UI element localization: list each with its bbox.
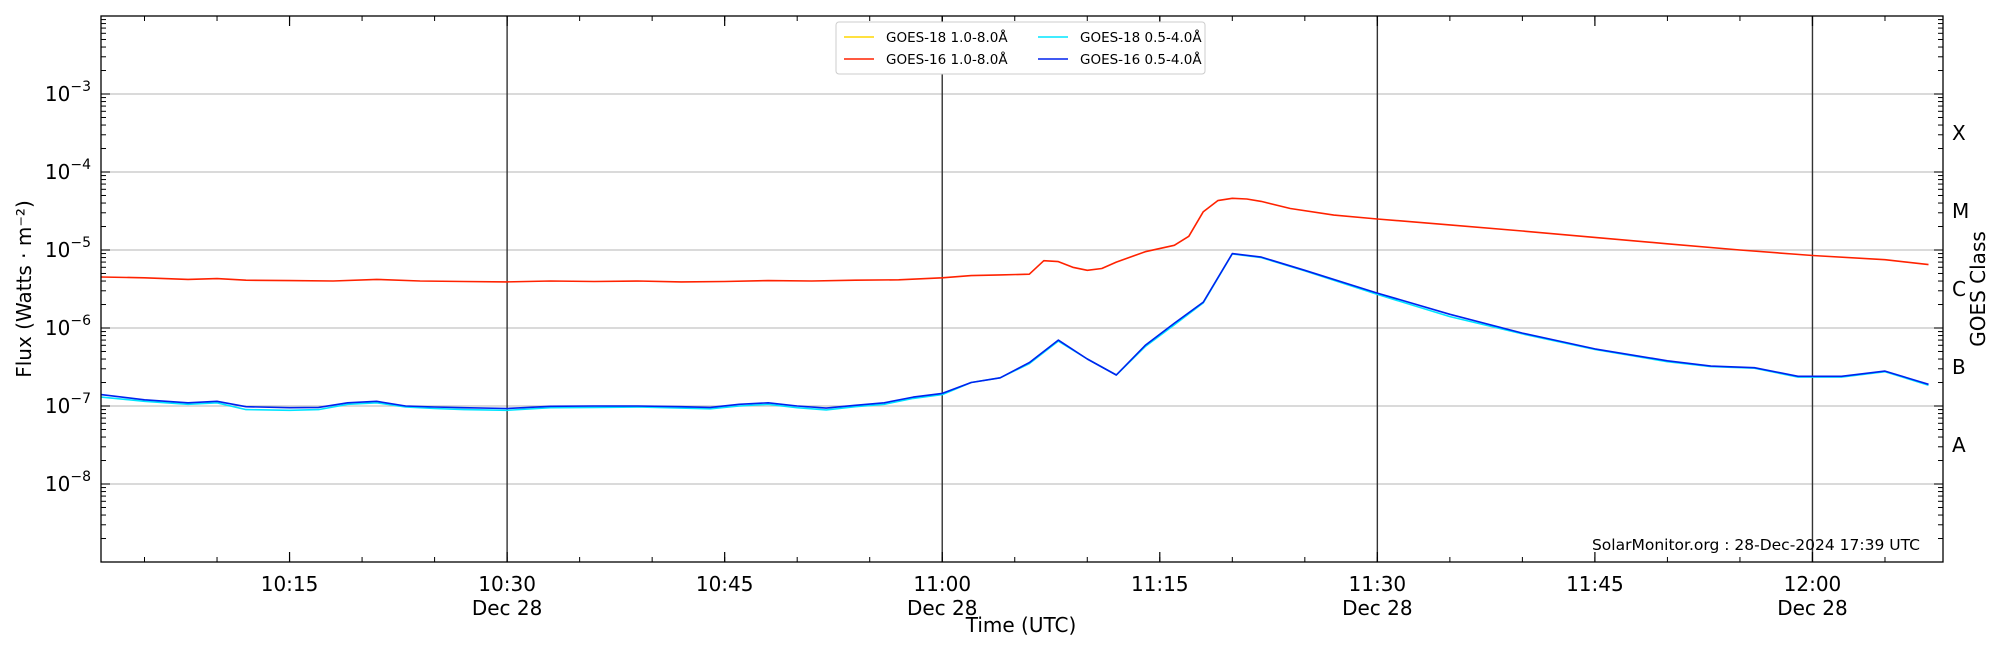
legend-entry-3: GOES-16 0.5-4.0Å [1080,51,1202,68]
legend: GOES-18 1.0-8.0Å GOES-18 0.5-4.0Å GOES-16 … [835,21,1206,75]
x-tick-label-5: 11:30 [1349,572,1407,596]
x-tick-date-1: Dec 28 [472,596,543,620]
y-tick-label-4: 10−4 [45,157,91,184]
x-tick-date-7: Dec 28 [1777,596,1848,620]
legend-box [835,21,1206,75]
legend-entry-0: GOES-18 1.0-8.0Å [886,29,1008,46]
x-tick-label-4: 11:15 [1131,572,1189,596]
legend-entry-1: GOES-18 0.5-4.0Å [1080,29,1202,46]
goes-class-label-m: M [1952,199,1969,223]
x-tick-label-2: 10:45 [696,572,754,596]
y-tick-label-5: 10−3 [45,79,91,106]
goes-class-label-b: B [1952,355,1966,379]
x-tick-date-5: Dec 28 [1342,596,1413,620]
vertical-time-markers [506,16,1814,562]
series-lines [100,197,1929,412]
goes-class-label-a: A [1952,433,1966,457]
series-line-3 [100,252,1929,410]
plot-frame [100,15,1944,563]
goes-class-label-c: C [1952,277,1966,301]
x-tick-label-1: 10:30 [478,572,536,596]
x-tick-date-3: Dec 28 [907,596,978,620]
y-tick-label-0: 10−8 [45,469,91,496]
y-axis-label: Flux (Watts · m⁻²) [12,200,36,378]
x-tick-label-0: 10:15 [261,572,319,596]
x-tick-label-6: 11:45 [1566,572,1624,596]
goes-class-label-x: X [1952,121,1966,145]
series-line-2 [100,197,1929,283]
legend-entry-2: GOES-16 1.0-8.0Å [886,51,1008,68]
y-axis-right-label: GOES Class [1966,231,1990,347]
x-tick-label-7: 12:00 [1784,572,1842,596]
y-tick-label-2: 10−6 [45,313,91,340]
y-tick-label-3: 10−5 [45,235,91,262]
x-tick-label-3: 11:00 [913,572,971,596]
y-tick-label-1: 10−7 [45,391,91,418]
credit-annotation: SolarMonitor.org : 28-Dec-2024 17:39 UTC [1592,536,1920,554]
x-axis-label: Time (UTC) [965,613,1077,637]
